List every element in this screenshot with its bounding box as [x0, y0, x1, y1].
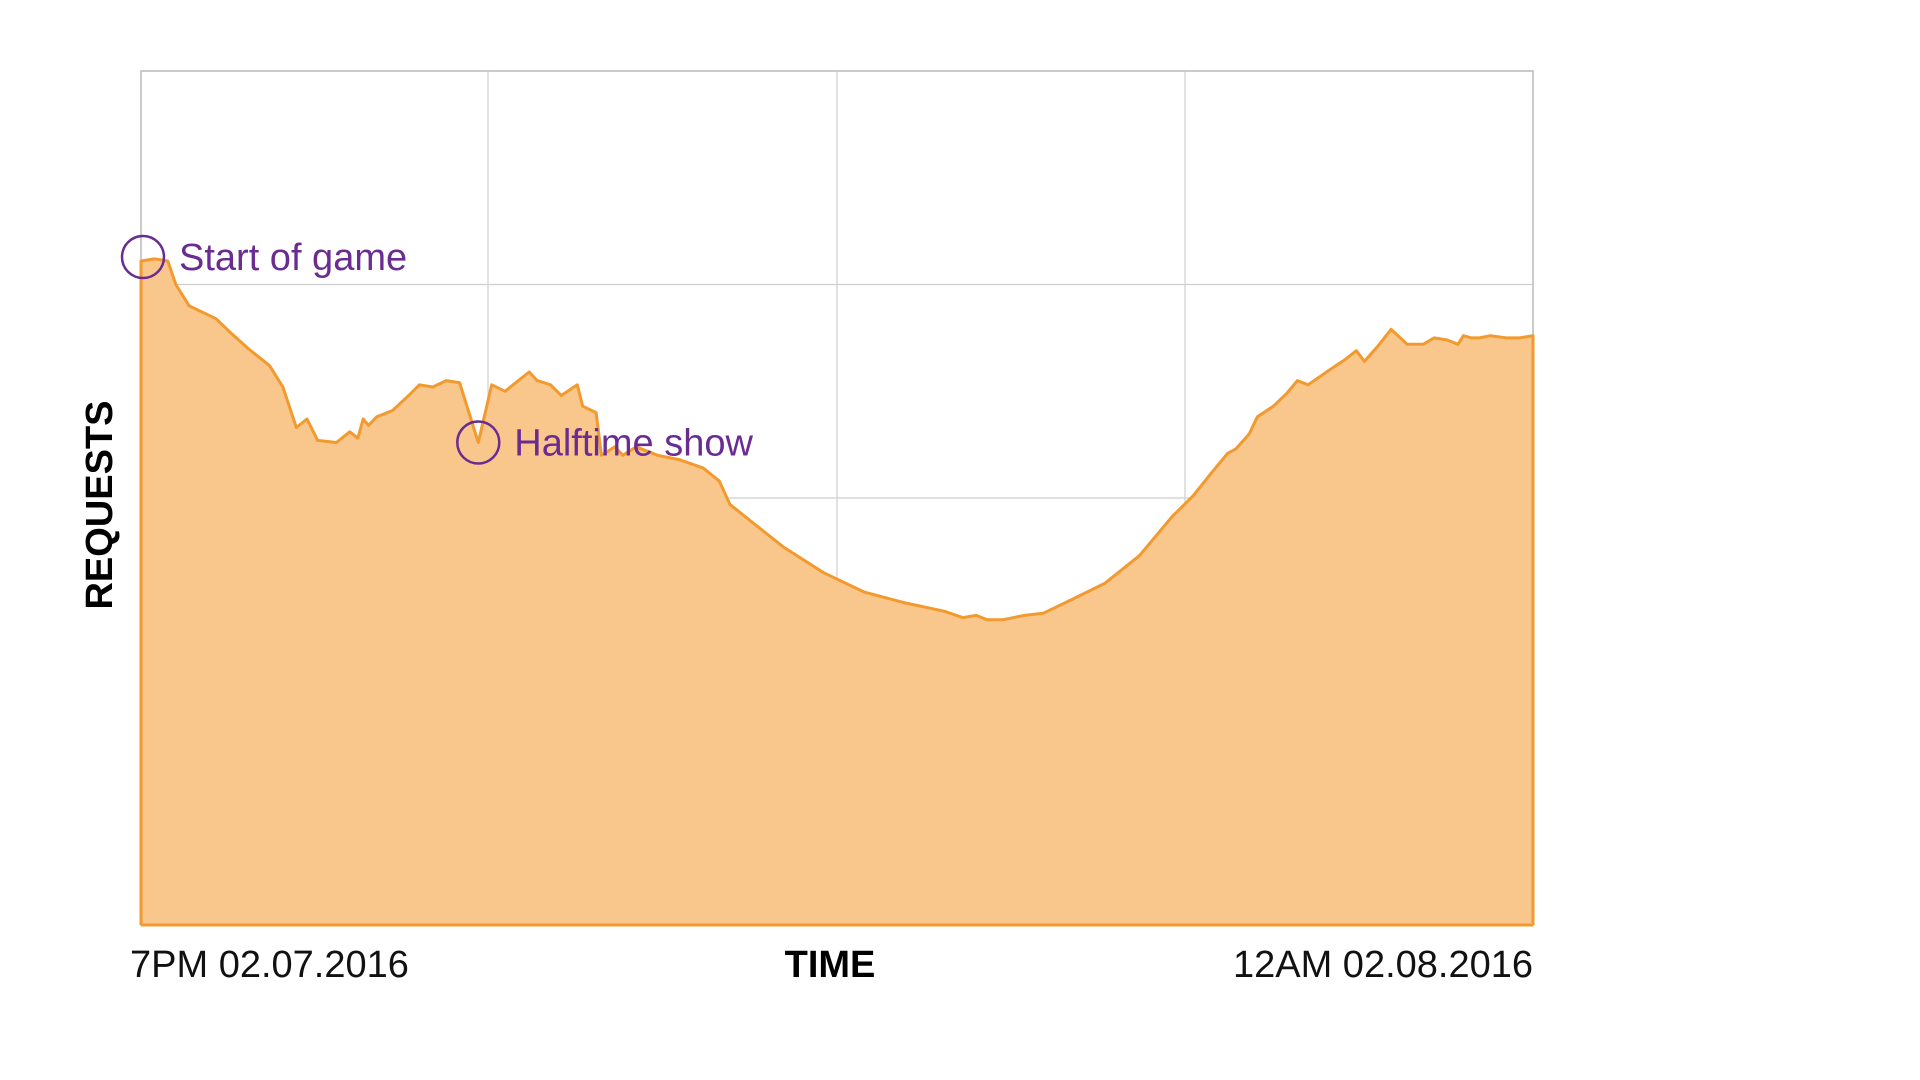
annotation-label: Halftime show	[514, 422, 753, 464]
y-axis-title: REQUESTS	[79, 400, 121, 609]
annotation-marker	[120, 234, 166, 280]
annotation-label: Start of game	[179, 237, 407, 279]
x-axis-title: TIME	[785, 944, 876, 986]
annotation-marker	[456, 420, 501, 465]
series-line	[139, 257, 1535, 925]
x-tick-label-start: 7PM 02.07.2016	[130, 944, 409, 986]
x-tick-label-end: 12AM 02.08.2016	[1233, 944, 1533, 986]
annotations: Start of game Halftime show	[120, 234, 753, 465]
